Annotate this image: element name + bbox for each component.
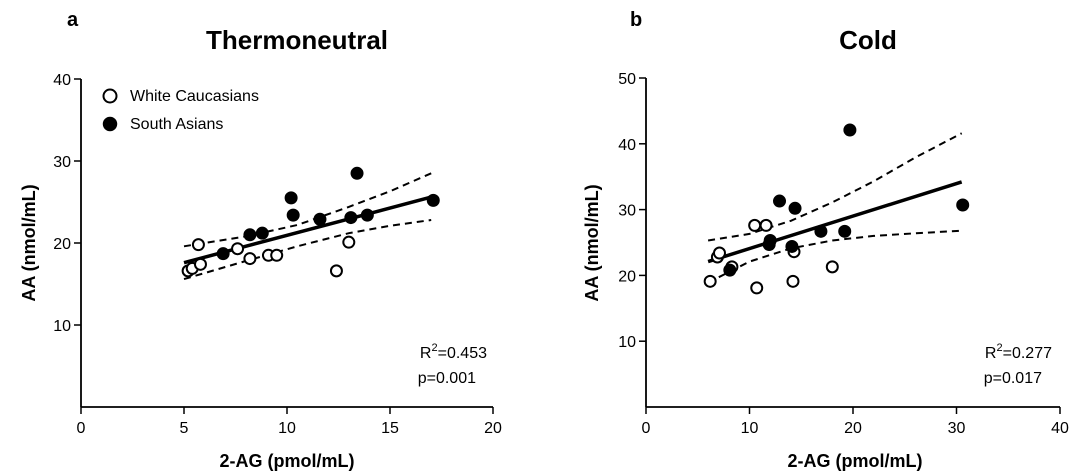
- panel-b-y-tick-label: 10: [618, 334, 636, 351]
- panel-b-letter: b: [630, 9, 642, 31]
- data-point-white-caucasian: [748, 218, 762, 232]
- legend-white-caucasians-label: White Caucasians: [130, 88, 259, 105]
- data-point-south-asian: [344, 211, 358, 225]
- panel-a-x-tick-label: 20: [484, 420, 502, 437]
- data-point-south-asian: [723, 263, 737, 277]
- panel-a-r-squared: R2=0.453: [420, 342, 487, 362]
- panel-b-y-tick-label: 20: [618, 268, 636, 285]
- data-point-south-asian: [814, 224, 828, 238]
- data-point-south-asian: [838, 224, 852, 238]
- panel-b-x-tick-label: 10: [741, 420, 759, 437]
- panel-a-ci-upper-line: [183, 172, 432, 248]
- r-squared-base: R: [420, 345, 432, 362]
- data-point-white-caucasian: [712, 246, 726, 260]
- data-point-south-asian: [843, 123, 857, 137]
- data-point-white-caucasian: [191, 238, 205, 252]
- data-point-south-asian: [216, 247, 230, 261]
- panel-a-p-value: p=0.001: [418, 370, 476, 387]
- panel-a-y-tick-label: 40: [53, 72, 71, 89]
- panel-a-y-tick-label: 10: [53, 318, 71, 335]
- data-point-south-asian: [360, 208, 374, 222]
- data-point-south-asian: [785, 239, 799, 253]
- data-point-white-caucasian: [243, 252, 257, 266]
- panel-b-y-tick-label: 30: [618, 203, 636, 220]
- panel-b-regression-line: [707, 180, 963, 264]
- panel-b-y-tick-label: 40: [618, 137, 636, 154]
- data-point-south-asian: [956, 198, 970, 212]
- legend-south-asians-label: South Asians: [130, 116, 223, 133]
- panel-b-x-tick-label: 20: [844, 420, 862, 437]
- r-squared-superscript: 2: [431, 342, 437, 354]
- panel-a-legend: White Caucasians South Asians: [102, 88, 259, 133]
- data-point-white-caucasian: [270, 248, 284, 262]
- panel-a-letter: a: [67, 9, 79, 31]
- panel-b-x-axis-label: 2-AG (pmol/mL): [788, 451, 923, 471]
- panel-a-x-tick-label: 0: [77, 420, 86, 437]
- panel-b-y-axis-label: AA (nmol/mL): [582, 184, 602, 301]
- panel-b-r-squared: R2=0.277: [985, 342, 1052, 362]
- data-point-white-caucasian: [759, 218, 773, 232]
- data-point-white-caucasian: [825, 260, 839, 274]
- data-point-white-caucasian: [193, 257, 207, 271]
- r-squared-value: =0.277: [1003, 345, 1052, 362]
- legend-open-circle-marker: [102, 88, 118, 104]
- panel-a-title: Thermoneutral: [206, 25, 388, 55]
- panel-b-x-tick-label: 40: [1051, 420, 1069, 437]
- panel-b-x-tick-label: 0: [642, 420, 651, 437]
- data-point-white-caucasian: [342, 235, 356, 249]
- data-point-white-caucasian: [329, 264, 343, 278]
- data-point-south-asian: [284, 191, 298, 205]
- panel-b-ci-upper-line: [707, 132, 963, 242]
- data-point-south-asian: [286, 208, 300, 222]
- panel-b-x-tick-label: 30: [948, 420, 966, 437]
- data-point-white-caucasian: [750, 281, 764, 295]
- panel-a-x-tick-label: 10: [278, 420, 296, 437]
- panel-a-thermoneutral: a Thermoneutral 2-AG (pmol/mL) AA (nmol/…: [19, 9, 502, 471]
- panel-b-p-value: p=0.017: [984, 370, 1042, 387]
- data-point-white-caucasian: [231, 242, 245, 256]
- panel-b-y-tick-label: 50: [618, 71, 636, 88]
- panel-a-x-axis-label: 2-AG (pmol/mL): [220, 451, 355, 471]
- legend-filled-circle-marker: [102, 116, 118, 132]
- data-point-south-asian: [763, 234, 777, 248]
- r-squared-value: =0.453: [438, 345, 487, 362]
- data-point-south-asian: [243, 228, 257, 242]
- data-point-south-asian: [426, 193, 440, 207]
- panel-a-x-tick-label: 5: [180, 420, 189, 437]
- panel-a-y-axis-label: AA (nmol/mL): [19, 184, 39, 301]
- data-point-south-asian: [773, 194, 787, 208]
- panel-a-y-tick-label: 20: [53, 236, 71, 253]
- data-point-south-asian: [313, 212, 327, 226]
- data-point-white-caucasian: [786, 274, 800, 288]
- data-point-white-caucasian: [703, 274, 717, 288]
- data-point-south-asian: [788, 201, 802, 215]
- panel-a-ci-lower-line: [183, 219, 432, 281]
- panel-a-y-tick-label: 30: [53, 154, 71, 171]
- panel-b-ci-lower-line: [707, 229, 962, 284]
- r-squared-superscript: 2: [996, 342, 1002, 354]
- panel-b-title: Cold: [839, 25, 897, 55]
- data-point-south-asian: [255, 226, 269, 240]
- r-squared-base: R: [985, 345, 997, 362]
- data-point-south-asian: [350, 166, 364, 180]
- panel-a-x-tick-label: 15: [381, 420, 399, 437]
- panel-b-cold: b Cold 2-AG (pmol/mL) AA (nmol/mL) R2=0.…: [582, 9, 1069, 471]
